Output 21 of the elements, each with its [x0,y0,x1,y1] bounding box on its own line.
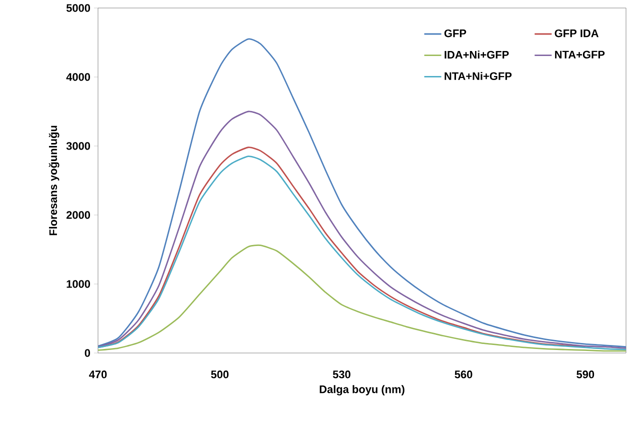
x-tick-label: 470 [89,370,107,378]
legend-label: NTA+Ni+GFP [444,72,512,80]
x-tick-label: 560 [454,370,472,378]
legend-label: GFP IDA [554,29,598,38]
legend-label: GFP [444,29,466,38]
y-tick-label: 2000 [66,211,90,219]
y-tick-label: 4000 [66,73,90,81]
y-tick-label: 5000 [66,4,90,12]
line-series [98,244,626,352]
y-tick-label: 3000 [66,142,90,150]
line-series [98,110,626,349]
y-tick-label: 1000 [66,280,90,288]
x-tick-label: 530 [332,370,350,378]
y-axis-title: Floresans yoğunluğu [48,126,60,236]
y-tick-label: 0 [84,349,90,357]
legend-label: IDA+Ni+GFP [444,50,509,59]
line-series [98,38,626,348]
legend-label: NTA+GFP [555,50,605,58]
x-tick-label: 500 [211,370,229,378]
x-axis-title: Dalga boyu (nm) [320,385,404,396]
x-tick-label: 590 [576,370,594,378]
